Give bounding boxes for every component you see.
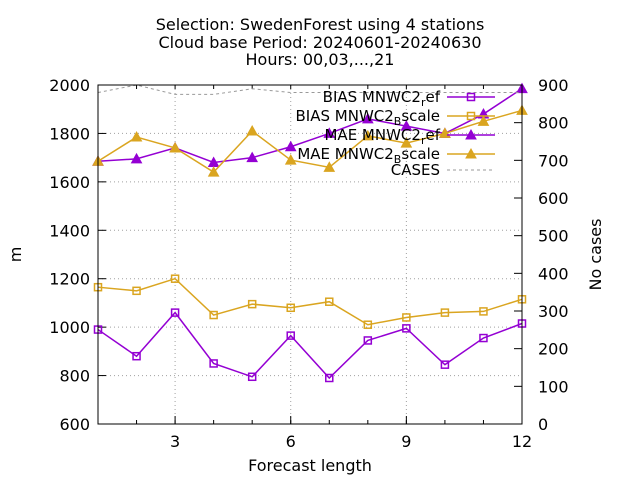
- legend-label: BIAS MNWC2ref: [323, 88, 441, 109]
- y-axis-label: m: [6, 247, 25, 263]
- data-point: [325, 297, 334, 306]
- series-1: [93, 274, 527, 329]
- data-point: [440, 360, 450, 369]
- series-0: [93, 308, 527, 383]
- plot-frame: [97, 84, 523, 425]
- y2-axis-label: No cases: [586, 219, 605, 291]
- data-point: [247, 372, 257, 382]
- data-point: [209, 359, 218, 368]
- data-point: [132, 286, 141, 296]
- x-tick-label: 9: [401, 432, 411, 451]
- x-axis-label: Forecast length: [248, 456, 372, 475]
- series-line: [97, 311, 523, 380]
- data-point: [402, 313, 411, 322]
- data-point: [130, 131, 143, 142]
- data-point: [169, 141, 181, 153]
- y-tick-label: 1800: [49, 124, 90, 143]
- data-point: [284, 140, 297, 152]
- data-point: [207, 166, 220, 177]
- data-point: [170, 308, 180, 317]
- series-line: [97, 277, 523, 326]
- data-point: [209, 310, 218, 320]
- legend-marker: [465, 128, 477, 140]
- data-point: [400, 137, 413, 148]
- data-point: [323, 161, 336, 172]
- legend-marker: [466, 111, 476, 121]
- series-line: [97, 109, 523, 174]
- x-tick-label: 3: [170, 432, 180, 451]
- y-tick-label: 600: [59, 415, 90, 434]
- legend-entry-2: MAE MNWC2ref: [324, 126, 495, 147]
- legend-label: BIAS MNWC2Bscale: [296, 107, 440, 128]
- data-point: [286, 303, 295, 313]
- data-point: [477, 115, 490, 126]
- data-point: [286, 331, 295, 340]
- data-point: [363, 320, 373, 329]
- legend-entry-4: CASES: [391, 161, 495, 179]
- y-tick-label: 800: [59, 367, 90, 386]
- data-point: [479, 307, 488, 316]
- y-tick-label: 1000: [49, 318, 90, 337]
- legend-entry-0: BIAS MNWC2ref: [323, 88, 495, 109]
- y-tick-label: 1400: [49, 221, 90, 240]
- legend-marker: [466, 92, 476, 102]
- data-point: [284, 154, 297, 165]
- legend-label: CASES: [391, 161, 440, 179]
- legend-marker: [465, 147, 477, 159]
- data-point: [402, 324, 411, 333]
- y2-tick-label: 800: [538, 114, 569, 133]
- x-tick-label: 6: [286, 432, 296, 451]
- x-tick-label: 12: [512, 432, 532, 451]
- chart-title-line-3: Hours: 00,03,...,21: [245, 50, 395, 69]
- y2-tick-label: 600: [538, 189, 569, 208]
- series-4: [97, 84, 522, 95]
- y-tick-label: 1600: [49, 173, 90, 192]
- series-line: [97, 88, 523, 164]
- grid: [98, 85, 522, 424]
- data-point: [130, 152, 143, 164]
- data-point: [400, 120, 413, 131]
- data-point: [170, 274, 180, 283]
- data-point: [363, 336, 373, 345]
- y2-tick-label: 900: [538, 76, 569, 95]
- data-point: [479, 333, 488, 343]
- legend-label: MAE MNWC2Bscale: [297, 145, 440, 166]
- series-3: [92, 104, 528, 177]
- data-point: [440, 308, 450, 317]
- legend-entry-1: BIAS MNWC2Bscale: [296, 107, 495, 128]
- y2-tick-label: 300: [538, 302, 569, 321]
- y-tick-label: 1200: [49, 270, 90, 289]
- data-point: [325, 373, 334, 383]
- y2-tick-label: 200: [538, 340, 569, 359]
- data-point: [247, 299, 257, 309]
- y-tick-label: 2000: [49, 76, 90, 95]
- data-point: [246, 124, 259, 136]
- y2-tick-label: 100: [538, 377, 569, 396]
- data-point: [132, 351, 141, 361]
- chart-title-line-1: Selection: SwedenForest using 4 stations: [155, 15, 485, 34]
- data-point: [361, 129, 374, 141]
- legend-label: MAE MNWC2ref: [324, 126, 440, 147]
- y2-tick-label: 400: [538, 264, 569, 283]
- legend-entry-3: MAE MNWC2Bscale: [297, 145, 495, 166]
- data-point: [246, 151, 259, 163]
- series-group: [92, 82, 528, 383]
- chart-title-line-2: Cloud base Period: 20240601-20240630: [158, 33, 482, 52]
- y2-tick-label: 500: [538, 227, 569, 246]
- y2-tick-label: 0: [538, 415, 548, 434]
- series-line: [97, 84, 522, 95]
- y2-tick-label: 700: [538, 151, 569, 170]
- axis-ticks: 600 800 1000 1200 1400 1600 1800 2000 0 100 200 300…: [49, 76, 568, 451]
- data-point: [361, 112, 374, 124]
- data-point: [323, 127, 336, 138]
